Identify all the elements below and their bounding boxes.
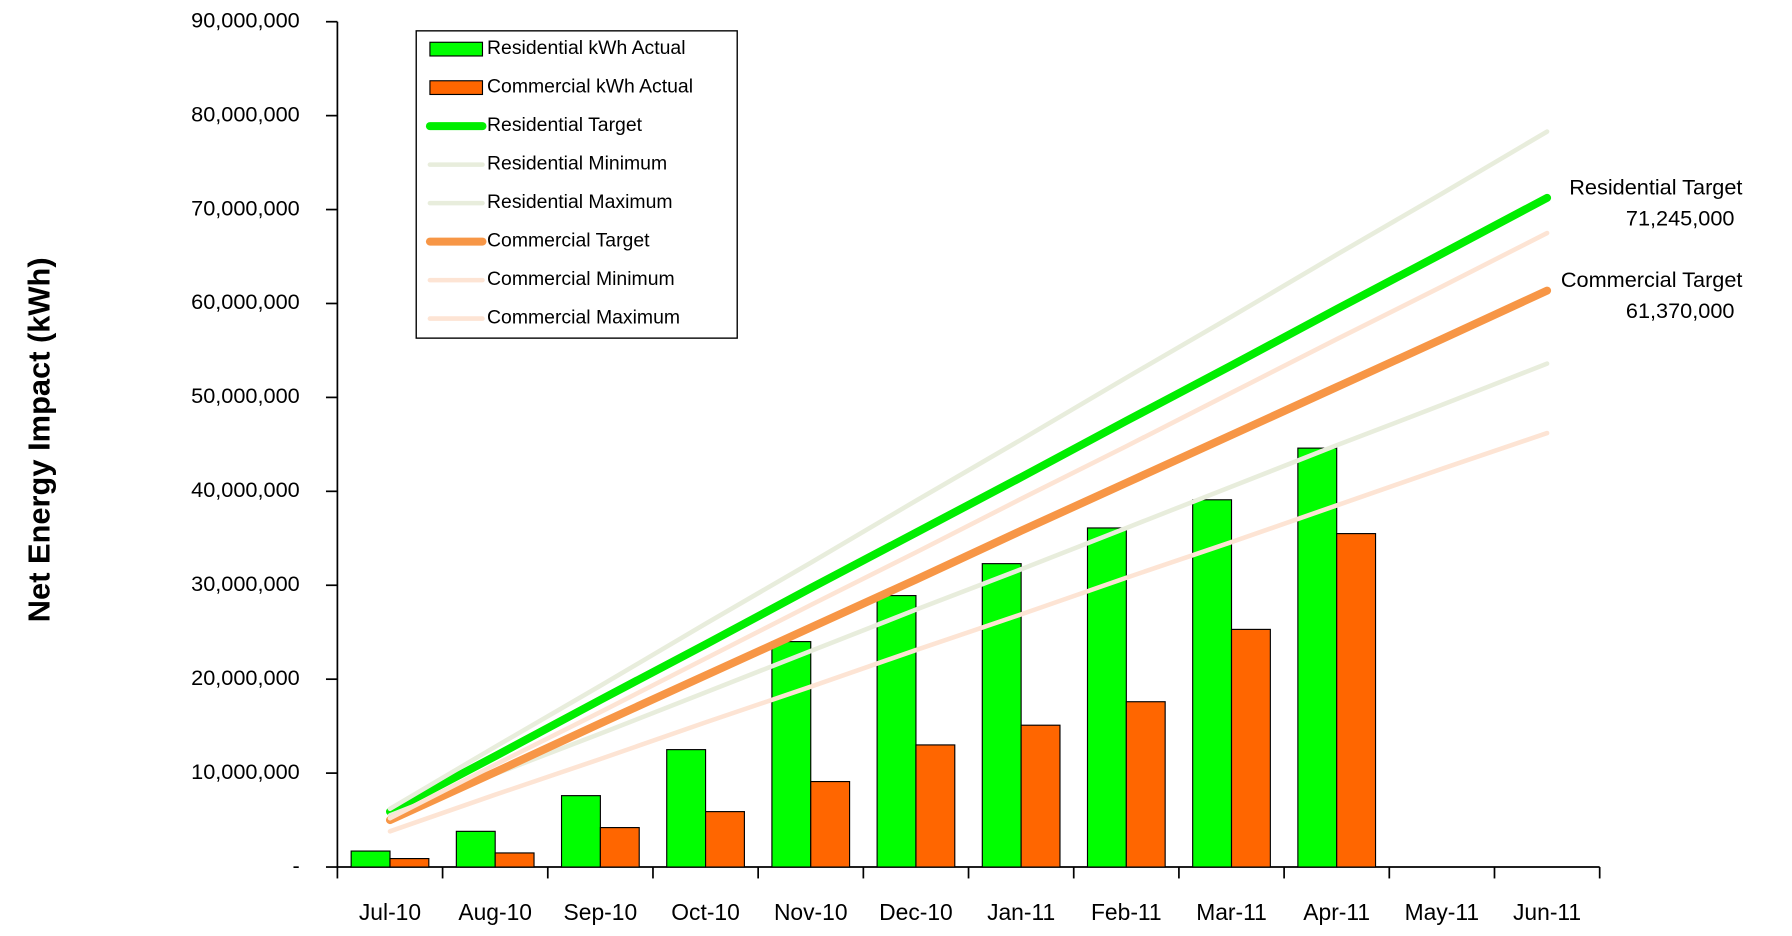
- bar: [704, 811, 745, 868]
- bar: [560, 795, 601, 868]
- value-label: 71,245,000: [1626, 205, 1735, 230]
- legend: Residential kWh Actual Commercial kWh Act…: [415, 30, 738, 339]
- bar: [389, 858, 430, 868]
- bar: [915, 744, 956, 868]
- legend-label: Residential Target: [487, 114, 643, 136]
- line: [387, 129, 1550, 812]
- legend-label: Commercial Minimum: [487, 268, 675, 290]
- x-tick-label: Feb-11: [1091, 899, 1162, 925]
- x-tick-label: Nov-10: [774, 899, 848, 925]
- bar: [494, 852, 535, 868]
- legend-label: Residential Minimum: [487, 153, 667, 175]
- y-tick-label: 80,000,000: [191, 101, 300, 126]
- line: [385, 286, 1552, 825]
- y-tick-label: 60,000,000: [191, 289, 300, 314]
- bar: [1336, 533, 1377, 868]
- y-tick-label: 70,000,000: [191, 195, 300, 220]
- y-axis-label: Net Energy Impact (kWh): [22, 257, 57, 622]
- line: [387, 430, 1550, 834]
- legend-swatch: [429, 41, 484, 57]
- annotation: Residential Target: [1569, 174, 1742, 199]
- value-label: 61,370,000: [1626, 298, 1735, 323]
- bar: [350, 850, 391, 868]
- x-tick-label: Apr-11: [1303, 899, 1370, 925]
- bar: [1125, 701, 1166, 868]
- y-tick-label: 90,000,000: [191, 7, 300, 32]
- x-tick-label: Jul-10: [359, 899, 421, 925]
- legend-label: Residential kWh Actual: [487, 37, 685, 59]
- bar: [1192, 499, 1233, 868]
- bar: [876, 595, 917, 868]
- legend-label: Commercial kWh Actual: [487, 76, 693, 98]
- y-tick-label: 20,000,000: [191, 665, 300, 690]
- x-tick-label: Mar-11: [1196, 899, 1267, 925]
- bar: [455, 830, 496, 868]
- y-tick-label: 40,000,000: [191, 477, 300, 502]
- line: [387, 361, 1550, 818]
- bar: [810, 780, 851, 868]
- y-tick-label: 50,000,000: [191, 383, 300, 408]
- bar: [981, 563, 1022, 868]
- x-tick-label: Aug-10: [458, 899, 532, 925]
- bar: [1020, 724, 1061, 868]
- x-tick-label: Oct-10: [671, 899, 740, 925]
- x-tick-label: Jun-11: [1513, 899, 1581, 925]
- line: [385, 193, 1552, 816]
- legend-label: Residential Maximum: [487, 191, 673, 213]
- y-tick-label: 30,000,000: [191, 571, 300, 596]
- x-tick-label: Jan-11: [987, 899, 1055, 925]
- bar: [1230, 628, 1271, 868]
- bar: [666, 749, 707, 868]
- line: [387, 230, 1550, 821]
- bar: [771, 641, 812, 868]
- y-tick-label: -: [292, 853, 299, 878]
- x-tick-label: Sep-10: [564, 899, 638, 925]
- annotation: Commercial Target: [1561, 267, 1743, 292]
- legend-swatch: [429, 80, 484, 96]
- legend-label: Commercial Target: [487, 230, 650, 252]
- x-tick-label: May-11: [1405, 899, 1479, 925]
- legend-label: Commercial Maximum: [487, 307, 680, 329]
- y-tick-label: 10,000,000: [191, 759, 300, 784]
- bar: [599, 827, 640, 868]
- x-tick-label: Dec-10: [879, 899, 953, 925]
